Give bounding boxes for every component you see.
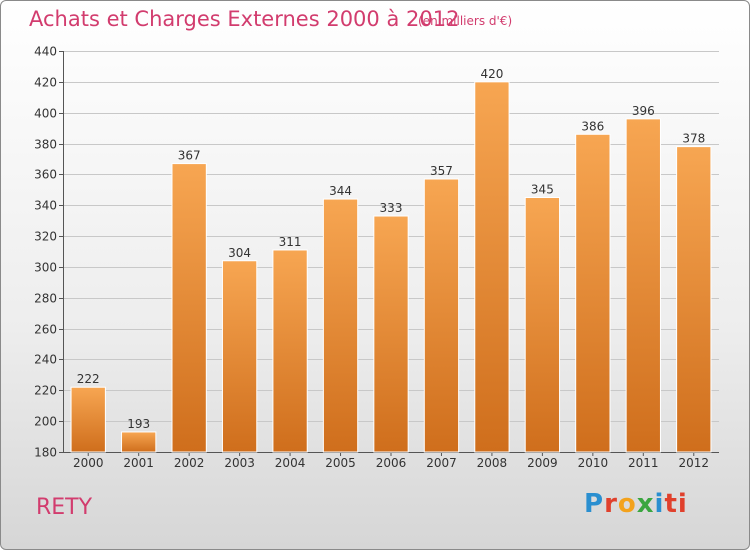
bar-value-label: 420 <box>480 67 503 81</box>
bar <box>171 163 207 453</box>
logo-letter: P <box>584 489 605 519</box>
y-tick-label: 400 <box>34 107 57 121</box>
logo-letter: ti <box>664 489 688 519</box>
bar-value-label: 304 <box>228 246 251 260</box>
bar <box>272 249 308 453</box>
y-tick-label: 240 <box>34 353 57 367</box>
bar-value-label: 378 <box>682 132 705 146</box>
bar-value-label: 344 <box>329 184 352 198</box>
bar <box>70 386 106 453</box>
y-tick-label: 420 <box>34 76 57 90</box>
x-tick-label: 2010 <box>578 456 609 470</box>
bar <box>474 81 510 453</box>
x-tick-label: 2005 <box>325 456 356 470</box>
bar-value-label: 345 <box>531 183 554 197</box>
y-tick-label: 360 <box>34 168 57 182</box>
logo-letter: o <box>617 489 637 519</box>
logo-letter: x <box>636 489 655 519</box>
y-tick-label: 320 <box>34 230 57 244</box>
x-tick-label: 2012 <box>678 456 709 470</box>
y-tick-label: 220 <box>34 384 57 398</box>
proxiti-logo: Proxiti <box>584 489 688 519</box>
bar-value-label: 311 <box>279 235 302 249</box>
bar-value-label: 367 <box>178 149 201 163</box>
bar <box>676 146 712 453</box>
y-tick-label: 180 <box>34 446 57 460</box>
y-tick-label: 200 <box>34 415 57 429</box>
x-tick-label: 2009 <box>527 456 558 470</box>
bar-value-label: 386 <box>581 119 604 133</box>
y-tick-label: 300 <box>34 261 57 275</box>
y-tick-label: 280 <box>34 292 57 306</box>
chart-title: Achats et Charges Externes 2000 à 2012 <box>29 7 460 31</box>
bar <box>322 198 359 453</box>
x-tick-label: 2002 <box>174 456 205 470</box>
bar <box>423 178 460 453</box>
bar-value-label: 396 <box>632 104 655 118</box>
bar <box>121 431 157 453</box>
y-tick-label: 260 <box>34 323 57 337</box>
y-tick-label: 440 <box>34 45 57 59</box>
x-tick-label: 2006 <box>376 456 407 470</box>
bar <box>625 118 661 453</box>
y-tick-label: 380 <box>34 138 57 152</box>
bar <box>221 260 258 453</box>
logo-letter: i <box>654 489 665 519</box>
x-tick-label: 2011 <box>628 456 659 470</box>
labels: 222 2000 193 2001 367 2002 304 2003 311 2004 344 20… <box>73 67 709 470</box>
x-tick-label: 2008 <box>477 456 508 470</box>
y-tick-label: 340 <box>34 199 57 213</box>
bar <box>373 215 409 453</box>
bars <box>70 81 712 453</box>
chart-subtitle: (en milliers d'€) <box>418 14 513 28</box>
bar <box>575 133 611 453</box>
x-tick-label: 2000 <box>73 456 104 470</box>
bar-value-label: 357 <box>430 164 453 178</box>
bar <box>524 197 561 453</box>
x-tick-label: 2001 <box>123 456 154 470</box>
logo-letter: r <box>604 489 618 519</box>
bar-value-label: 193 <box>127 417 150 431</box>
bar-value-label: 333 <box>380 201 403 215</box>
x-tick-label: 2003 <box>224 456 255 470</box>
commune-name: RETY <box>36 495 93 520</box>
x-tick-label: 2007 <box>426 456 457 470</box>
x-tick-label: 2004 <box>275 456 306 470</box>
bar-value-label: 222 <box>77 372 100 386</box>
